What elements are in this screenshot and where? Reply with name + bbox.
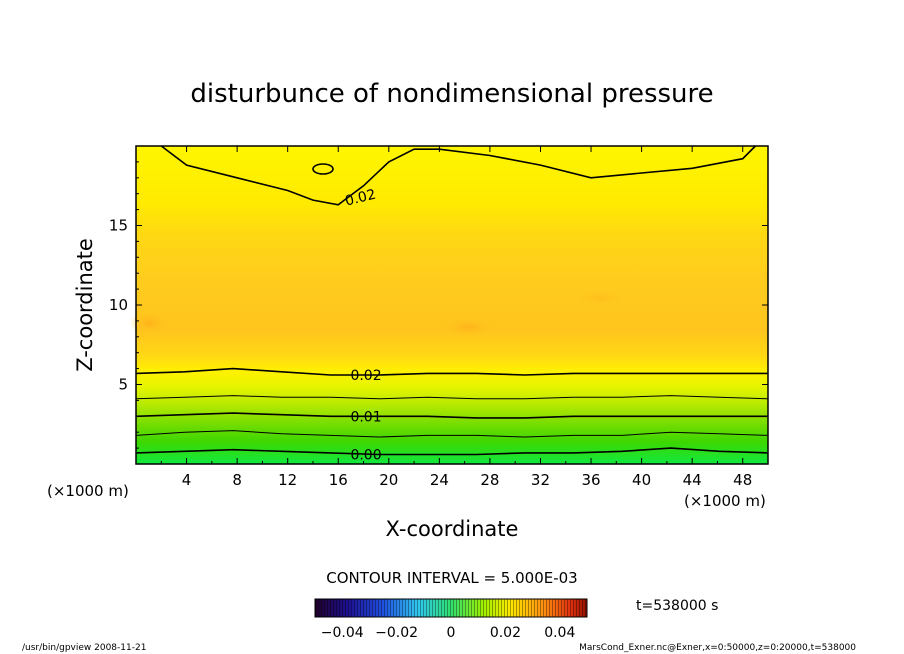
- x-axis-label: X-coordinate: [386, 517, 519, 541]
- contour-line-upper: [160, 145, 756, 206]
- x-axis-ticks: 4 8 12 16 20 24 28 32 36 40 44 48: [160, 146, 752, 489]
- x-tick-label: 36: [581, 471, 600, 489]
- x-unit-left: (×1000 m): [47, 482, 129, 500]
- y-axis-label: Z-coordinate: [73, 238, 97, 372]
- colorbar-tick-label: 0.04: [544, 625, 575, 641]
- footer-right: MarsCond_Exner.nc@Exner,x=0:50000,z=0:20…: [579, 643, 856, 653]
- x-tick-label: 48: [733, 471, 752, 489]
- contour-line: [135, 412, 768, 419]
- pressure-low-blob: [442, 317, 494, 337]
- x-tick-label: 40: [632, 471, 651, 489]
- color-field: [136, 146, 768, 464]
- contour-label: 0.00: [350, 447, 381, 463]
- contour-line: [135, 395, 769, 400]
- y-axis-ticks: 5 10 15: [109, 161, 768, 449]
- y-tick-label: 15: [109, 217, 128, 235]
- x-tick-label: 8: [232, 471, 242, 489]
- contour-line: [135, 367, 768, 376]
- x-tick-label: 24: [430, 471, 449, 489]
- colorbar: −0.04 −0.02 0 0.02 0.04: [314, 598, 588, 641]
- colorbar-stripes: [315, 599, 587, 617]
- x-tick-label: 12: [278, 471, 297, 489]
- colorbar-tick-label: 0: [447, 625, 456, 641]
- chart-title: disturbunce of nondimensional pressure: [190, 79, 713, 109]
- contour-interval: CONTOUR INTERVAL = 5.000E-03: [326, 569, 577, 587]
- contour-lines: 0.00 0.01 0.02 0.02: [135, 145, 769, 463]
- closed-contour: [312, 163, 334, 175]
- contour-label: 0.02: [350, 368, 381, 384]
- colorbar-tick-labels: −0.04 −0.02 0 0.02 0.04: [321, 625, 576, 641]
- contour-label: 0.02: [343, 187, 377, 210]
- y-tick-label: 10: [109, 296, 128, 314]
- pressure-low-blob: [130, 311, 170, 335]
- colorbar-tick-label: −0.02: [375, 625, 418, 641]
- x-tick-label: 4: [182, 471, 192, 489]
- pressure-low-blob: [570, 290, 630, 306]
- footer-left: /usr/bin/gpview 2008-11-21: [22, 643, 146, 653]
- contour-line: [135, 430, 769, 438]
- x-tick-label: 16: [329, 471, 348, 489]
- contour-line: [135, 447, 769, 456]
- x-tick-label: 44: [683, 471, 702, 489]
- colorbar-tick-label: 0.02: [490, 625, 521, 641]
- x-unit-right: (×1000 m): [684, 492, 766, 510]
- colorbar-tick-label: −0.04: [321, 625, 364, 641]
- x-tick-label: 32: [531, 471, 550, 489]
- y-tick-label: 5: [118, 376, 128, 394]
- time-label: t=538000 s: [636, 598, 718, 614]
- x-tick-label: 28: [480, 471, 499, 489]
- x-tick-label: 20: [379, 471, 398, 489]
- colorbar-frame: [314, 598, 588, 618]
- plot-area: 0.000.010.020.02 4 8 12 16 20 24 28 32 36 40 44 48 …: [109, 145, 769, 489]
- contour-label: 0.01: [350, 409, 381, 425]
